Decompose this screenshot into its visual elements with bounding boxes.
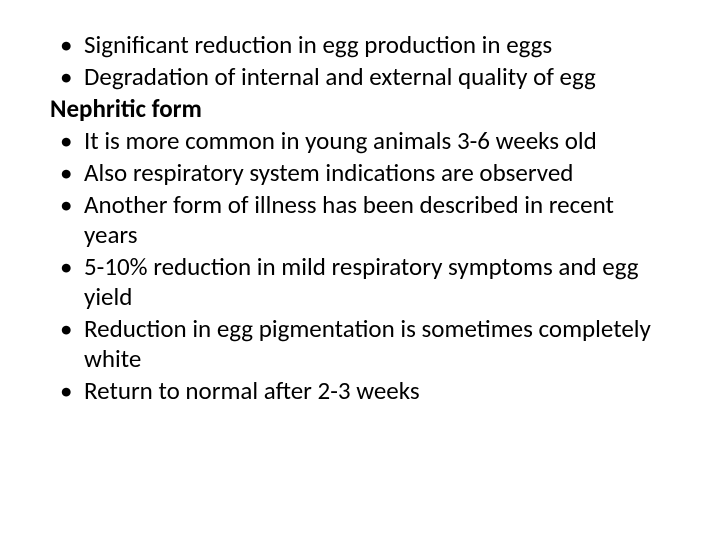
slide-content: Significant reduction in egg production … [50,30,670,406]
list-item: Significant reduction in egg production … [50,30,670,60]
list-item: Another form of illness has been describ… [50,190,670,250]
bullet-group-1: Significant reduction in egg production … [50,30,670,92]
list-item: Reduction in egg pigmentation is sometim… [50,314,670,374]
list-item: It is more common in young animals 3-6 w… [50,126,670,156]
list-item: 5-10% reduction in mild respiratory symp… [50,252,670,312]
list-item: Degradation of internal and external qua… [50,62,670,92]
list-item: Also respiratory system indications are … [50,158,670,188]
section-heading: Nephritic form [50,94,670,124]
bullet-group-2: It is more common in young animals 3-6 w… [50,126,670,406]
list-item: Return to normal after 2-3 weeks [50,376,670,406]
